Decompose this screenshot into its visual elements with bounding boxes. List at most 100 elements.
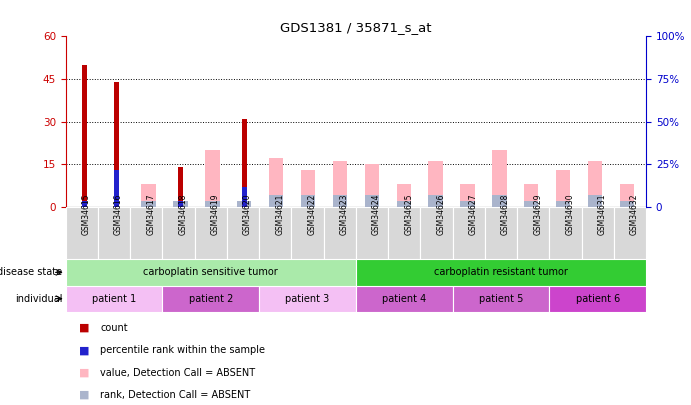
- Bar: [620, 201, 634, 207]
- Bar: [66, 259, 356, 286]
- Text: GSM34626: GSM34626: [437, 194, 446, 235]
- Bar: [195, 207, 227, 259]
- Bar: [524, 184, 538, 207]
- Bar: [420, 207, 453, 259]
- Bar: [356, 207, 388, 259]
- Bar: [142, 201, 155, 207]
- Text: rank, Detection Call = ABSENT: rank, Detection Call = ABSENT: [100, 390, 250, 400]
- Bar: [269, 195, 283, 207]
- Text: patient 5: patient 5: [479, 294, 523, 304]
- Text: GSM34630: GSM34630: [565, 194, 574, 235]
- Text: patient 3: patient 3: [285, 294, 330, 304]
- Text: GSM34631: GSM34631: [598, 194, 607, 235]
- Text: carboplatin sensitive tumor: carboplatin sensitive tumor: [143, 267, 278, 277]
- Text: GSM34628: GSM34628: [501, 194, 510, 235]
- Bar: [259, 207, 292, 259]
- Bar: [114, 170, 119, 207]
- Bar: [178, 201, 183, 207]
- Bar: [162, 207, 195, 259]
- Bar: [492, 150, 507, 207]
- Bar: [460, 201, 475, 207]
- Text: GSM34629: GSM34629: [533, 194, 542, 235]
- Bar: [453, 207, 485, 259]
- Text: patient 4: patient 4: [382, 294, 426, 304]
- Bar: [556, 170, 570, 207]
- Text: GSM34617: GSM34617: [146, 194, 155, 235]
- Bar: [242, 119, 247, 207]
- Text: carboplatin resistant tumor: carboplatin resistant tumor: [434, 267, 568, 277]
- Bar: [173, 201, 188, 207]
- Bar: [397, 201, 411, 207]
- Bar: [582, 207, 614, 259]
- Text: GSM34624: GSM34624: [372, 194, 381, 235]
- Bar: [453, 286, 549, 312]
- Text: patient 6: patient 6: [576, 294, 620, 304]
- Bar: [428, 195, 443, 207]
- Text: GSM34622: GSM34622: [307, 194, 316, 235]
- Text: disease state: disease state: [0, 267, 62, 277]
- Bar: [178, 167, 183, 207]
- Bar: [614, 207, 646, 259]
- Bar: [114, 82, 119, 207]
- Bar: [237, 201, 252, 207]
- Bar: [205, 201, 220, 207]
- Text: GSM34623: GSM34623: [340, 194, 349, 235]
- Bar: [66, 286, 162, 312]
- Text: ■: ■: [79, 323, 90, 333]
- Text: patient 2: patient 2: [189, 294, 233, 304]
- Text: percentile rank within the sample: percentile rank within the sample: [100, 345, 265, 355]
- Bar: [227, 207, 259, 259]
- Bar: [356, 259, 646, 286]
- Text: ■: ■: [79, 368, 90, 377]
- Bar: [397, 184, 411, 207]
- Bar: [269, 158, 283, 207]
- Text: GSM34619: GSM34619: [211, 194, 220, 235]
- Bar: [549, 207, 582, 259]
- Text: GSM34620: GSM34620: [243, 194, 252, 235]
- Bar: [130, 207, 162, 259]
- Bar: [205, 150, 220, 207]
- Bar: [259, 286, 356, 312]
- Bar: [460, 184, 475, 207]
- Text: value, Detection Call = ABSENT: value, Detection Call = ABSENT: [100, 368, 255, 377]
- Bar: [292, 207, 323, 259]
- Bar: [492, 195, 507, 207]
- Bar: [242, 187, 247, 207]
- Bar: [524, 201, 538, 207]
- Bar: [485, 207, 517, 259]
- Bar: [365, 164, 379, 207]
- Bar: [428, 161, 443, 207]
- Text: GSM34632: GSM34632: [630, 194, 639, 235]
- Bar: [365, 195, 379, 207]
- Bar: [82, 65, 87, 207]
- Bar: [301, 195, 315, 207]
- Bar: [323, 207, 356, 259]
- Title: GDS1381 / 35871_s_at: GDS1381 / 35871_s_at: [280, 21, 432, 34]
- Bar: [333, 161, 347, 207]
- Text: ■: ■: [79, 390, 90, 400]
- Text: ■: ■: [79, 345, 90, 355]
- Bar: [556, 201, 570, 207]
- Text: GSM34621: GSM34621: [275, 194, 284, 235]
- Bar: [82, 201, 87, 207]
- Bar: [66, 207, 98, 259]
- Bar: [162, 286, 259, 312]
- Text: GSM34625: GSM34625: [404, 194, 413, 235]
- Text: GSM34616: GSM34616: [114, 194, 123, 235]
- Bar: [333, 195, 347, 207]
- Text: patient 1: patient 1: [92, 294, 136, 304]
- Bar: [588, 195, 603, 207]
- Bar: [517, 207, 549, 259]
- Text: GSM34615: GSM34615: [82, 194, 91, 235]
- Bar: [588, 161, 603, 207]
- Bar: [620, 184, 634, 207]
- Bar: [356, 286, 453, 312]
- Text: GSM34627: GSM34627: [468, 194, 477, 235]
- Text: individual: individual: [15, 294, 62, 304]
- Bar: [388, 207, 420, 259]
- Text: count: count: [100, 323, 128, 333]
- Bar: [301, 170, 315, 207]
- Text: GSM34618: GSM34618: [178, 194, 187, 235]
- Bar: [142, 184, 155, 207]
- Bar: [549, 286, 646, 312]
